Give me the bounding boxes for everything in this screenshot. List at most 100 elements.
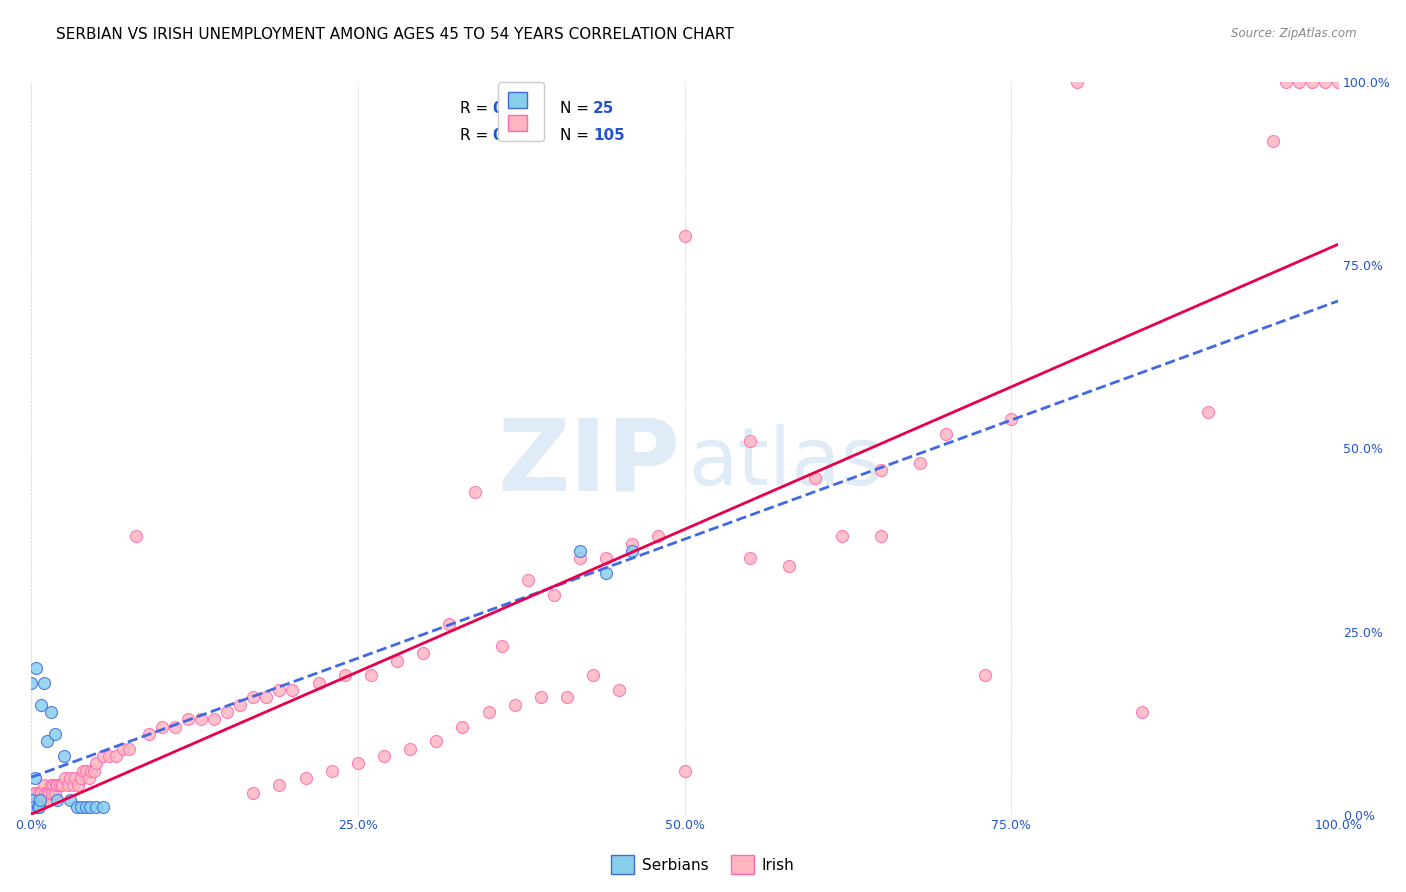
Point [477, 705, 499, 719]
Point [869, 529, 891, 543]
Point [1301, 75, 1323, 89]
Point [30, 793, 52, 807]
Text: 105: 105 [593, 128, 624, 143]
Point [582, 668, 605, 682]
Point [530, 690, 553, 705]
Point [647, 529, 669, 543]
Point [321, 764, 343, 778]
Point [32, 675, 55, 690]
Text: SERBIAN VS IRISH UNEMPLOYMENT AMONG AGES 45 TO 54 YEARS CORRELATION CHART: SERBIAN VS IRISH UNEMPLOYMENT AMONG AGES… [56, 27, 734, 42]
Point [38, 786, 60, 800]
Point [39, 705, 62, 719]
Point [104, 749, 127, 764]
Point [25, 661, 48, 675]
Point [242, 786, 264, 800]
Point [49, 778, 72, 792]
Point [30, 793, 52, 807]
Point [21, 793, 44, 807]
Point [77, 771, 100, 785]
Point [202, 712, 225, 726]
Point [91, 749, 114, 764]
Text: N =: N = [561, 102, 595, 117]
Text: 25: 25 [593, 102, 614, 117]
Point [150, 720, 173, 734]
Text: R =: R = [460, 128, 494, 143]
Point [869, 463, 891, 477]
Point [831, 529, 853, 543]
Point [35, 734, 58, 748]
Point [86, 756, 108, 771]
Point [503, 698, 526, 712]
Point [399, 741, 422, 756]
Point [62, 778, 84, 792]
Point [22, 800, 45, 814]
Text: ZIP: ZIP [498, 415, 681, 512]
Point [569, 544, 592, 558]
Point [425, 734, 447, 748]
Point [491, 639, 513, 653]
Point [37, 793, 59, 807]
Point [1288, 75, 1310, 89]
Point [1275, 75, 1298, 89]
Point [269, 778, 291, 792]
Point [24, 771, 46, 785]
Point [1327, 75, 1350, 89]
Point [31, 793, 53, 807]
Point [69, 800, 91, 814]
Legend: , : , [498, 82, 544, 141]
Point [66, 800, 89, 814]
Point [621, 536, 644, 550]
Point [229, 698, 252, 712]
Point [69, 771, 91, 785]
Point [65, 771, 87, 785]
Point [30, 786, 52, 800]
Point [83, 764, 105, 778]
Point [738, 551, 761, 566]
Point [242, 690, 264, 705]
Point [111, 741, 134, 756]
Point [41, 786, 63, 800]
Point [59, 793, 82, 807]
Point [44, 727, 66, 741]
Point [46, 793, 69, 807]
Text: N =: N = [561, 128, 595, 143]
Point [543, 588, 565, 602]
Point [163, 720, 186, 734]
Point [595, 566, 617, 580]
Point [569, 551, 592, 566]
Point [254, 690, 277, 705]
Text: atlas: atlas [689, 424, 883, 502]
Point [269, 683, 291, 698]
Point [22, 786, 45, 800]
Point [360, 668, 382, 682]
Point [451, 720, 474, 734]
Point [673, 764, 696, 778]
Point [52, 749, 75, 764]
Point [177, 712, 200, 726]
Point [30, 698, 52, 712]
Point [34, 786, 56, 800]
Point [86, 800, 108, 814]
Point [1261, 134, 1284, 148]
Point [190, 712, 212, 726]
Point [555, 690, 578, 705]
Point [138, 727, 160, 741]
Point [346, 756, 368, 771]
Point [72, 764, 94, 778]
Point [53, 771, 76, 785]
Point [281, 683, 304, 698]
Point [45, 778, 67, 792]
Point [75, 800, 97, 814]
Point [20, 793, 42, 807]
Point [44, 786, 66, 800]
Point [24, 793, 46, 807]
Point [294, 771, 316, 785]
Point [621, 544, 644, 558]
Point [124, 529, 146, 543]
Point [595, 551, 617, 566]
Point [51, 778, 73, 792]
Point [98, 749, 121, 764]
Point [1000, 412, 1022, 426]
Point [1066, 75, 1088, 89]
Legend: Serbians, Irish: Serbians, Irish [605, 849, 801, 880]
